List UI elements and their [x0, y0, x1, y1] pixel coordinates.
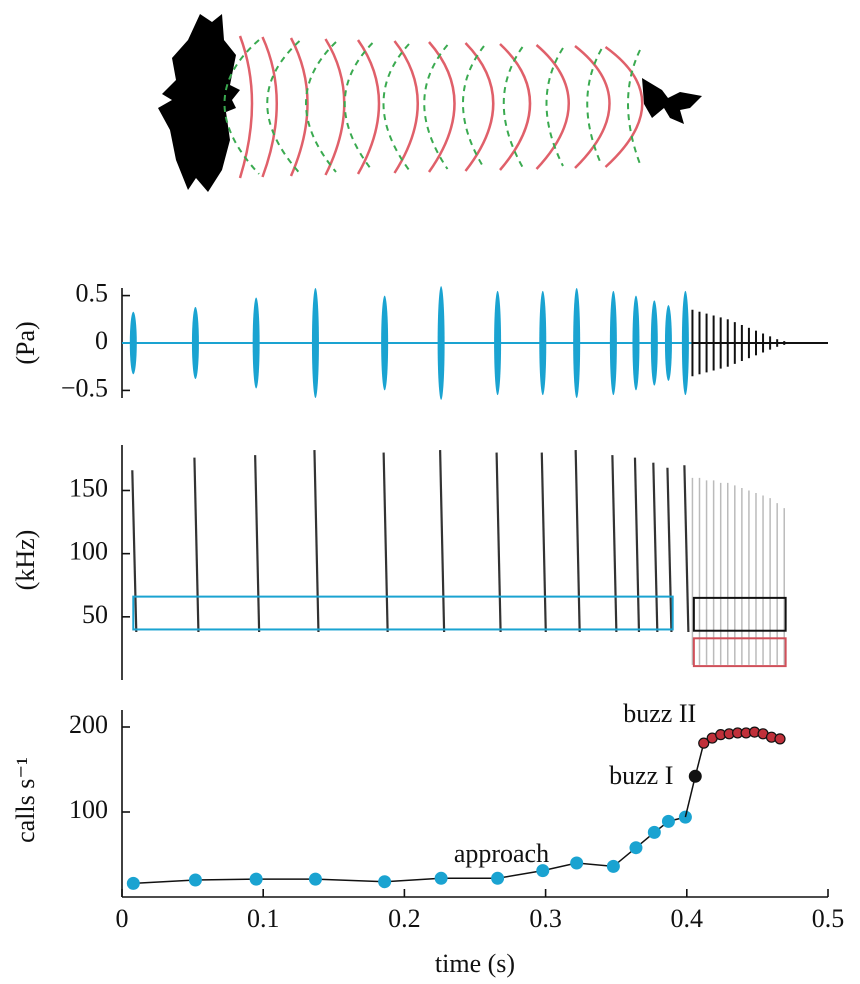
rate-point	[570, 856, 584, 870]
echo-return-wave	[502, 46, 524, 168]
connector	[684, 776, 697, 818]
y-axis-label: (kHz)	[11, 530, 40, 591]
frequency-box	[132, 595, 674, 631]
call-pulse	[664, 305, 672, 381]
call-pulse	[191, 306, 199, 380]
x-tick-label: 0.1	[247, 904, 280, 933]
call-pulse	[311, 288, 319, 398]
echo-call-wave	[574, 45, 611, 169]
x-tick-label: 0.5	[812, 904, 845, 933]
y-tick-label: 100	[69, 537, 108, 566]
rate-point	[491, 871, 505, 885]
connector	[694, 742, 705, 777]
call-pulse	[381, 295, 389, 391]
echo-return-wave	[382, 43, 410, 171]
call-pulse	[539, 290, 547, 396]
rate-point	[629, 841, 643, 855]
call-pulse	[573, 288, 581, 398]
annotation: approach	[454, 839, 549, 868]
y-tick-label: 0	[95, 326, 108, 355]
rate-point	[308, 872, 322, 886]
call-sweep	[495, 452, 502, 633]
frequency-box	[692, 596, 787, 632]
call-sweep	[254, 455, 261, 633]
rate-point	[774, 733, 786, 745]
rate-point	[378, 875, 392, 889]
rate-point	[698, 737, 710, 749]
rate-point	[606, 859, 620, 873]
echo-return-wave	[305, 41, 337, 173]
echo-return-wave	[343, 42, 374, 172]
echo-call-wave	[356, 39, 381, 175]
y-tick-label: 100	[69, 795, 108, 824]
x-tick-label: 0.4	[671, 904, 704, 933]
annotation: buzz II	[623, 699, 696, 728]
x-tick-label: 0	[116, 904, 129, 933]
rate-point	[647, 825, 661, 839]
call-sweep	[683, 465, 690, 633]
call-pulse	[494, 290, 502, 396]
call-sweep	[313, 450, 320, 633]
echo-call-wave	[289, 37, 309, 177]
echo-call-wave	[261, 36, 278, 178]
echo-return-wave	[627, 49, 641, 165]
call-sweep	[540, 452, 547, 633]
bat-silhouette	[158, 14, 240, 192]
frequency-box	[692, 637, 787, 668]
echo-call-wave	[464, 42, 495, 172]
echo-call-wave	[238, 35, 254, 179]
call-pulse	[632, 295, 640, 391]
call-sweep	[131, 470, 138, 633]
x-tick-label: 0.3	[529, 904, 562, 933]
y-tick-label: 200	[69, 710, 108, 739]
echo-call-wave	[535, 44, 570, 170]
call-sweep	[666, 467, 673, 633]
y-tick-label: −0.5	[61, 373, 108, 402]
y-axis-label: (Pa)	[11, 321, 40, 364]
rate-point	[661, 814, 675, 828]
illustration	[158, 14, 702, 192]
rate-line	[133, 816, 686, 885]
annotation: buzz I	[609, 761, 673, 790]
rate-point	[536, 864, 550, 878]
call-sweep	[611, 455, 618, 633]
echo-call-wave	[427, 41, 456, 173]
rate-point	[126, 876, 140, 890]
call-sweep	[652, 462, 659, 633]
call-pulse	[252, 297, 260, 389]
call-pulse	[437, 286, 445, 400]
rate-point	[434, 871, 448, 885]
call-pulse	[609, 290, 617, 396]
rate-point	[188, 873, 202, 887]
echo-return-wave	[223, 39, 260, 175]
sound-waves	[223, 35, 644, 179]
echo-return-wave	[462, 45, 485, 169]
moth-silhouette	[642, 78, 702, 124]
echo-call-wave	[499, 43, 532, 171]
echo-return-wave	[545, 47, 564, 167]
echo-call-wave	[324, 38, 346, 176]
y-axis-label: calls s⁻¹	[11, 757, 40, 843]
call-pulse	[650, 300, 658, 386]
call-sweep	[574, 450, 581, 633]
call-sweep	[382, 452, 389, 633]
call-sweep	[193, 457, 200, 633]
echo-call-wave	[393, 40, 419, 174]
call-pulse	[129, 311, 137, 375]
y-tick-label: 50	[82, 600, 108, 629]
echo-return-wave	[586, 48, 603, 166]
x-axis-label: time (s)	[435, 949, 515, 978]
y-tick-label: 150	[69, 473, 108, 502]
rate-point	[249, 872, 263, 886]
echo-call-wave	[604, 45, 644, 168]
call-sweep	[633, 457, 641, 633]
call-pulse	[681, 290, 689, 396]
y-tick-label: 0.5	[76, 279, 109, 308]
echo-return-wave	[423, 44, 449, 170]
x-tick-label: 0.2	[388, 904, 421, 933]
call-sweep	[439, 450, 446, 633]
